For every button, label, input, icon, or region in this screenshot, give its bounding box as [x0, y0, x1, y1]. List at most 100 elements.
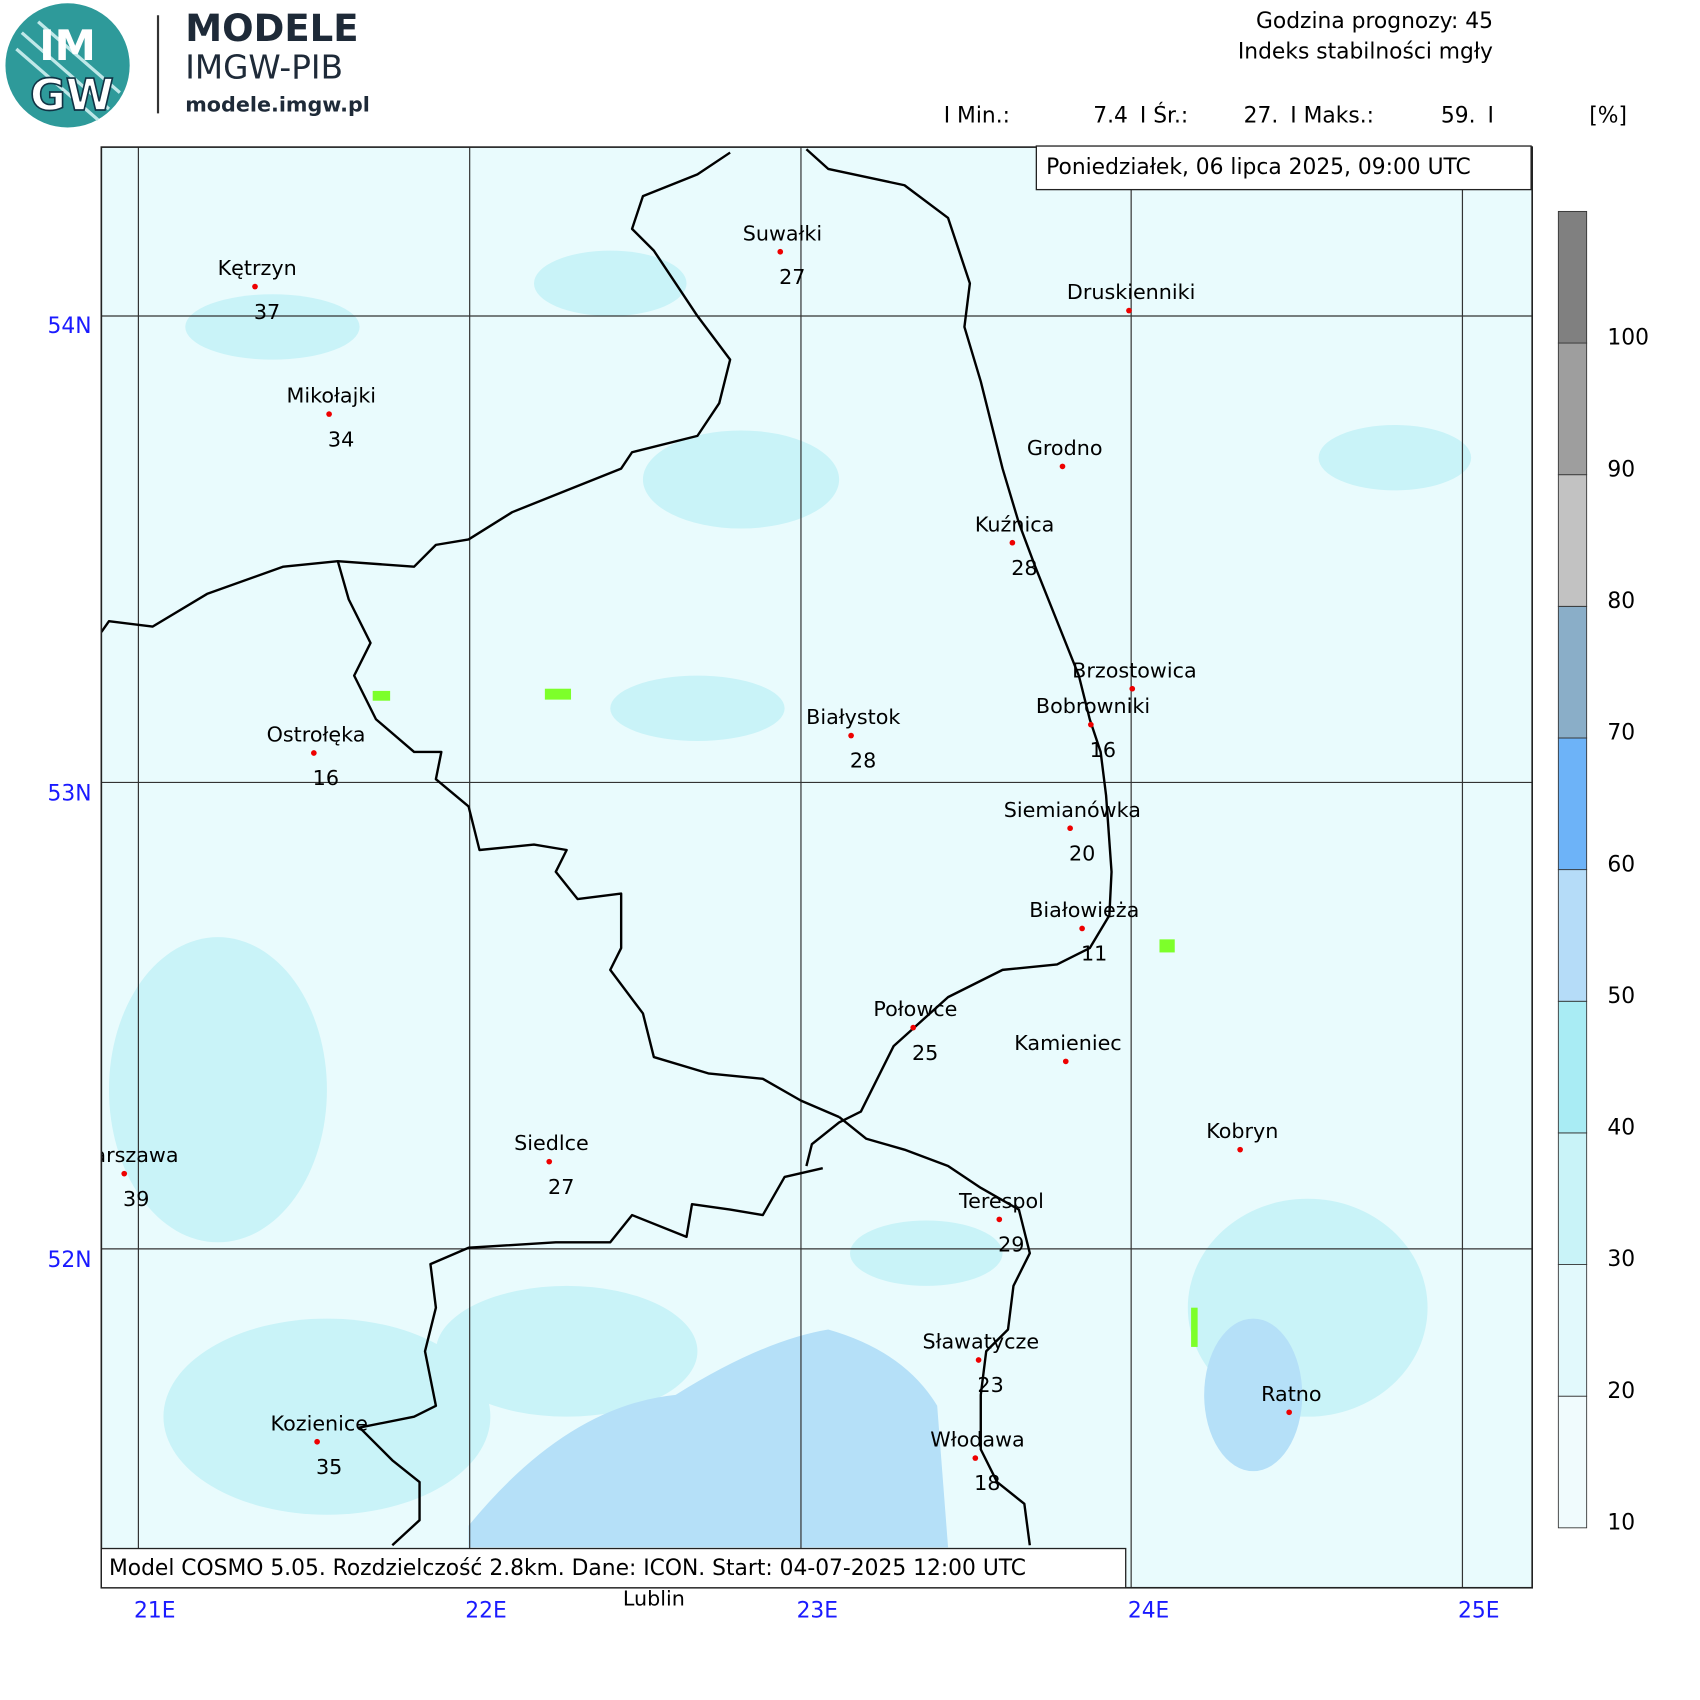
unit: [%] — [1589, 104, 1627, 129]
city-dot — [546, 1158, 553, 1165]
city-value: 23 — [977, 1373, 1003, 1397]
colorbar-label: 60 — [1607, 852, 1635, 877]
city-name: Bobrowniki — [1036, 694, 1150, 718]
colorbar-label: 50 — [1607, 984, 1635, 1009]
colorbar-band — [1557, 1264, 1588, 1397]
city-name: Ratno — [1261, 1382, 1321, 1406]
city-dot — [1129, 685, 1136, 692]
cities: Kętrzyn 37 Suwałki 27 Druskienniki Mikołajki 3… — [74, 221, 1321, 1495]
city-name: Mikołajki — [287, 384, 377, 408]
stat: I Min.: — [944, 104, 1010, 129]
logo-title: MODELE — [185, 7, 358, 50]
city-dot — [1009, 539, 1016, 546]
city-name: Siedlce — [514, 1131, 589, 1155]
city-name: Kobryn — [1206, 1119, 1278, 1143]
city-name: Warszawa — [74, 1143, 178, 1167]
city-name: Terespol — [958, 1189, 1044, 1213]
city-dot — [777, 248, 784, 255]
colorbar-label: 20 — [1607, 1379, 1635, 1404]
city-name: Kuźnica — [975, 512, 1054, 536]
colorbar-label: 100 — [1607, 326, 1649, 351]
logo-url: modele.imgw.pl — [185, 93, 370, 117]
logo-mark-top: IM — [39, 22, 96, 70]
city-value: 20 — [1069, 841, 1095, 865]
map-field: Kętrzyn 37 Suwałki 27 Druskienniki Mikołajki 3… — [74, 147, 1533, 1588]
city-dot — [1062, 1058, 1069, 1065]
colorbar-label: 30 — [1607, 1247, 1635, 1272]
city-name: Siemianówka — [1004, 798, 1141, 822]
colorbar-label: 70 — [1607, 721, 1635, 746]
graticule — [101, 147, 1533, 1588]
lon-label: 25E — [1458, 1599, 1499, 1624]
colorbar-band — [1557, 342, 1588, 476]
city-name: Włodawa — [930, 1428, 1024, 1452]
forecast-hour: Godzina prognozy: 45 — [1256, 9, 1493, 34]
field-50-60 — [1204, 1318, 1303, 1472]
colorbar-band — [1557, 605, 1588, 739]
colorbar-label: 80 — [1607, 589, 1635, 614]
product-name: Indeks stabilności mgły — [1238, 39, 1493, 64]
date-box — [1035, 145, 1532, 191]
city-value: 16 — [1090, 738, 1116, 762]
coordinate-labels: 54N 53N 52N 21E 22E 23E 24E 25E — [48, 314, 1500, 1624]
lon-label: 22E — [465, 1599, 506, 1624]
stat: 7.4 — [1093, 104, 1128, 129]
stat: I Maks.: — [1290, 104, 1374, 129]
city-name: Kamieniec — [1014, 1031, 1121, 1055]
city-name: Białystok — [806, 705, 900, 729]
city-name: Ostrołęka — [267, 723, 366, 747]
city-dot — [975, 1357, 982, 1363]
city-value: 18 — [974, 1471, 1000, 1495]
stat: 59. — [1441, 104, 1476, 129]
lon-label: 21E — [134, 1599, 175, 1624]
city-dot — [1059, 463, 1066, 470]
city-name: Druskienniki — [1067, 280, 1195, 304]
city-value: 34 — [328, 427, 354, 451]
city-name: Kozienice — [271, 1411, 369, 1435]
colorbar-band — [1557, 210, 1588, 344]
city-value: 27 — [548, 1175, 574, 1199]
lat-label: 52N — [48, 1248, 92, 1273]
city-value: 28 — [850, 749, 876, 773]
colorbar: 10 20 30 40 50 60 70 80 90 100 — [1557, 210, 1649, 1535]
colorbar-label: 40 — [1607, 1116, 1635, 1141]
city-name: Białowieża — [1029, 898, 1139, 922]
city-dot — [1079, 925, 1085, 932]
city-dot — [252, 283, 258, 290]
city-value: 16 — [313, 766, 339, 790]
city-dot — [314, 1438, 320, 1445]
colorbar-band — [1557, 1395, 1588, 1529]
field-specks — [372, 688, 1198, 1347]
field-50-60 — [468, 1329, 949, 1548]
logo-circle — [5, 3, 130, 128]
city-name: Lublin — [623, 1587, 685, 1611]
city-value: 11 — [1081, 942, 1107, 966]
city-name: Sławatycze — [922, 1330, 1039, 1354]
city-dot — [1237, 1146, 1243, 1153]
lon-label: 23E — [797, 1599, 838, 1624]
city-dot — [311, 750, 317, 756]
stats: I Min.: 7.4 I Śr.: 27. I Maks.: 59. I — [944, 103, 1494, 129]
city-value: 25 — [912, 1041, 938, 1065]
stat: I — [1488, 104, 1494, 129]
colorbar-band — [1557, 1132, 1588, 1265]
colorbar-band — [1557, 869, 1588, 1002]
logo-subtitle: IMGW-PIB — [185, 49, 343, 87]
date: Poniedziałek, 06 lipca 2025, 09:00 UTC — [1046, 155, 1471, 180]
city-dot — [121, 1170, 128, 1177]
city-value: 37 — [254, 300, 280, 324]
city-value: 28 — [1011, 556, 1037, 580]
city-dot — [996, 1216, 1003, 1223]
colorbar-band — [1557, 474, 1588, 607]
lat-label: 53N — [48, 781, 92, 806]
city-name: Suwałki — [743, 221, 822, 245]
city-name: Kętrzyn — [218, 256, 297, 280]
city-dot — [1067, 825, 1073, 832]
logo-lines — [15, 20, 121, 122]
stat: I Śr.: — [1140, 103, 1188, 129]
city-dot — [1126, 307, 1132, 314]
city-name: Połowce — [873, 997, 957, 1021]
borders — [101, 148, 1113, 1547]
city-dot — [326, 411, 332, 417]
